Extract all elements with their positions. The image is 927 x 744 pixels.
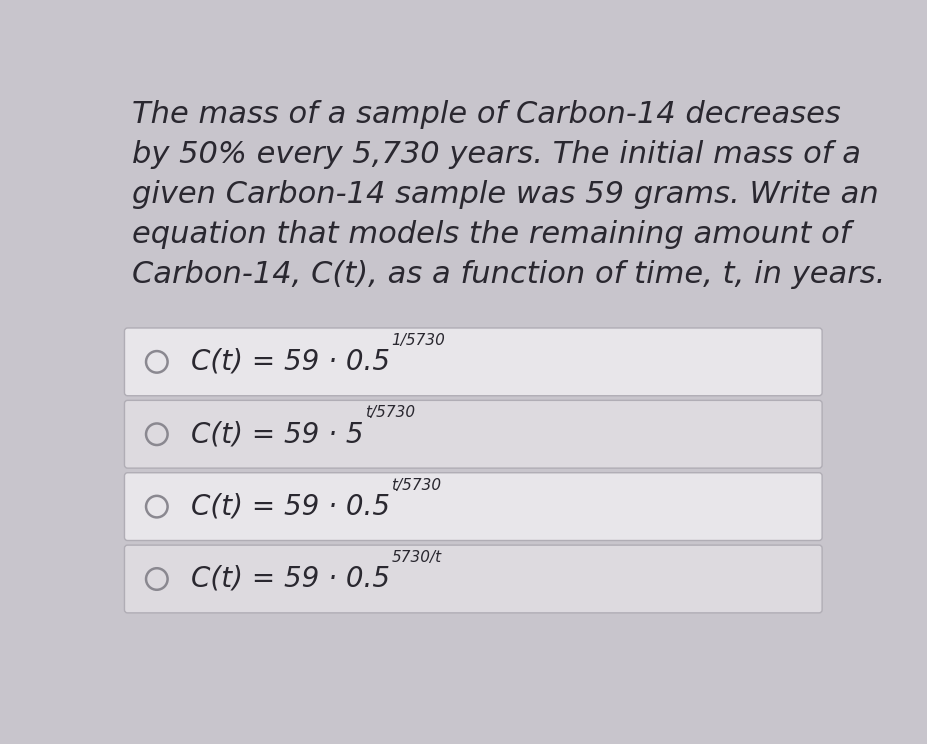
Text: equation that models the remaining amount of: equation that models the remaining amoun…: [132, 220, 850, 249]
Text: The mass of a sample of Carbon-14 decreases: The mass of a sample of Carbon-14 decrea…: [132, 100, 840, 129]
Text: given Carbon-14 sample was 59 grams. Write an: given Carbon-14 sample was 59 grams. Wri…: [132, 180, 878, 209]
FancyBboxPatch shape: [124, 328, 821, 396]
Text: C(t) = 59 · 0.5: C(t) = 59 · 0.5: [190, 493, 389, 521]
Text: 1/5730: 1/5730: [391, 333, 445, 348]
FancyBboxPatch shape: [124, 545, 821, 613]
Text: C(t) = 59 · 0.5: C(t) = 59 · 0.5: [190, 348, 389, 376]
Text: by 50% every 5,730 years. The initial mass of a: by 50% every 5,730 years. The initial ma…: [132, 140, 860, 169]
Text: C(t) = 59 · 5: C(t) = 59 · 5: [190, 420, 362, 448]
Text: t/5730: t/5730: [364, 405, 414, 420]
FancyBboxPatch shape: [124, 400, 821, 468]
Text: 5730/t: 5730/t: [391, 550, 441, 565]
Text: C(t) = 59 · 0.5: C(t) = 59 · 0.5: [190, 565, 389, 593]
Text: Carbon-14, C(t), as a function of time, t, in years.: Carbon-14, C(t), as a function of time, …: [132, 260, 884, 289]
FancyBboxPatch shape: [124, 472, 821, 540]
Text: t/5730: t/5730: [391, 478, 441, 493]
